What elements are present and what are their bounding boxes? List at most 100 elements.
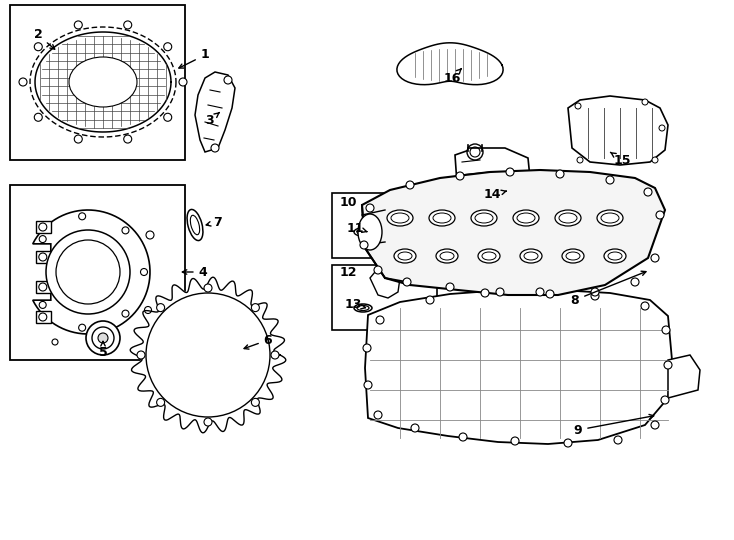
- Polygon shape: [365, 290, 672, 444]
- Circle shape: [374, 411, 382, 419]
- Polygon shape: [36, 221, 51, 233]
- Bar: [10, 5, 185, 160]
- Ellipse shape: [566, 252, 580, 260]
- Circle shape: [546, 290, 554, 298]
- Ellipse shape: [601, 213, 619, 223]
- Ellipse shape: [56, 240, 120, 304]
- Circle shape: [536, 288, 544, 296]
- Ellipse shape: [358, 214, 382, 250]
- Circle shape: [606, 176, 614, 184]
- Polygon shape: [33, 210, 150, 334]
- Circle shape: [124, 135, 131, 143]
- Circle shape: [642, 99, 648, 105]
- Text: 10: 10: [340, 195, 357, 208]
- Text: 4: 4: [182, 266, 208, 279]
- Circle shape: [164, 43, 172, 51]
- Text: 12: 12: [340, 267, 357, 280]
- Circle shape: [662, 326, 670, 334]
- Circle shape: [406, 181, 414, 189]
- Ellipse shape: [429, 210, 455, 226]
- Circle shape: [644, 188, 652, 196]
- Circle shape: [614, 436, 622, 444]
- Text: 3: 3: [206, 112, 219, 126]
- Polygon shape: [36, 251, 51, 263]
- Circle shape: [360, 241, 368, 249]
- Circle shape: [86, 321, 120, 355]
- Circle shape: [39, 223, 47, 231]
- Ellipse shape: [46, 230, 130, 314]
- Text: 15: 15: [611, 152, 631, 166]
- Circle shape: [631, 278, 639, 286]
- Ellipse shape: [608, 252, 622, 260]
- Ellipse shape: [597, 210, 623, 226]
- Circle shape: [467, 144, 483, 160]
- Text: 1: 1: [179, 49, 209, 68]
- Circle shape: [98, 333, 108, 343]
- Circle shape: [664, 361, 672, 369]
- Ellipse shape: [559, 213, 577, 223]
- Circle shape: [124, 21, 131, 29]
- Circle shape: [204, 284, 212, 292]
- Circle shape: [179, 78, 187, 86]
- Text: 6: 6: [244, 334, 272, 349]
- Ellipse shape: [604, 249, 626, 263]
- Circle shape: [481, 289, 489, 297]
- Circle shape: [79, 324, 86, 331]
- Ellipse shape: [146, 293, 270, 417]
- Ellipse shape: [471, 210, 497, 226]
- Ellipse shape: [187, 210, 203, 240]
- Text: 14: 14: [483, 188, 506, 201]
- Ellipse shape: [190, 215, 200, 235]
- Text: 5: 5: [98, 341, 107, 359]
- Circle shape: [39, 313, 47, 321]
- Text: 2: 2: [34, 29, 55, 49]
- Text: 7: 7: [206, 215, 222, 228]
- Circle shape: [251, 303, 259, 312]
- Bar: [332, 193, 437, 258]
- Circle shape: [641, 302, 649, 310]
- Ellipse shape: [354, 228, 370, 236]
- Circle shape: [74, 21, 82, 29]
- Text: 16: 16: [443, 69, 462, 84]
- Circle shape: [659, 125, 665, 131]
- Circle shape: [384, 209, 406, 231]
- Circle shape: [426, 296, 434, 304]
- Circle shape: [364, 381, 372, 389]
- Circle shape: [661, 396, 669, 404]
- Circle shape: [251, 399, 259, 407]
- Ellipse shape: [382, 214, 408, 226]
- Ellipse shape: [357, 306, 369, 310]
- Circle shape: [591, 292, 599, 300]
- Ellipse shape: [482, 252, 496, 260]
- Text: 11: 11: [346, 221, 367, 234]
- Circle shape: [577, 157, 583, 163]
- Circle shape: [411, 424, 419, 432]
- Polygon shape: [455, 148, 530, 220]
- Circle shape: [92, 327, 114, 349]
- Circle shape: [156, 399, 164, 407]
- Circle shape: [19, 78, 27, 86]
- Ellipse shape: [433, 213, 451, 223]
- Bar: [332, 265, 437, 330]
- Circle shape: [651, 254, 659, 262]
- Circle shape: [379, 204, 411, 236]
- Circle shape: [39, 283, 47, 291]
- Circle shape: [363, 344, 371, 352]
- Ellipse shape: [69, 57, 137, 107]
- Ellipse shape: [357, 230, 367, 234]
- Circle shape: [164, 113, 172, 122]
- Circle shape: [122, 227, 129, 234]
- Polygon shape: [370, 270, 400, 298]
- Circle shape: [122, 310, 129, 317]
- Polygon shape: [568, 96, 668, 165]
- Circle shape: [224, 76, 232, 84]
- Circle shape: [271, 351, 279, 359]
- Circle shape: [459, 433, 467, 441]
- Ellipse shape: [394, 249, 416, 263]
- Circle shape: [39, 301, 46, 308]
- Ellipse shape: [354, 304, 372, 312]
- Circle shape: [34, 113, 43, 122]
- Ellipse shape: [517, 213, 535, 223]
- Polygon shape: [130, 277, 286, 433]
- Circle shape: [34, 43, 43, 51]
